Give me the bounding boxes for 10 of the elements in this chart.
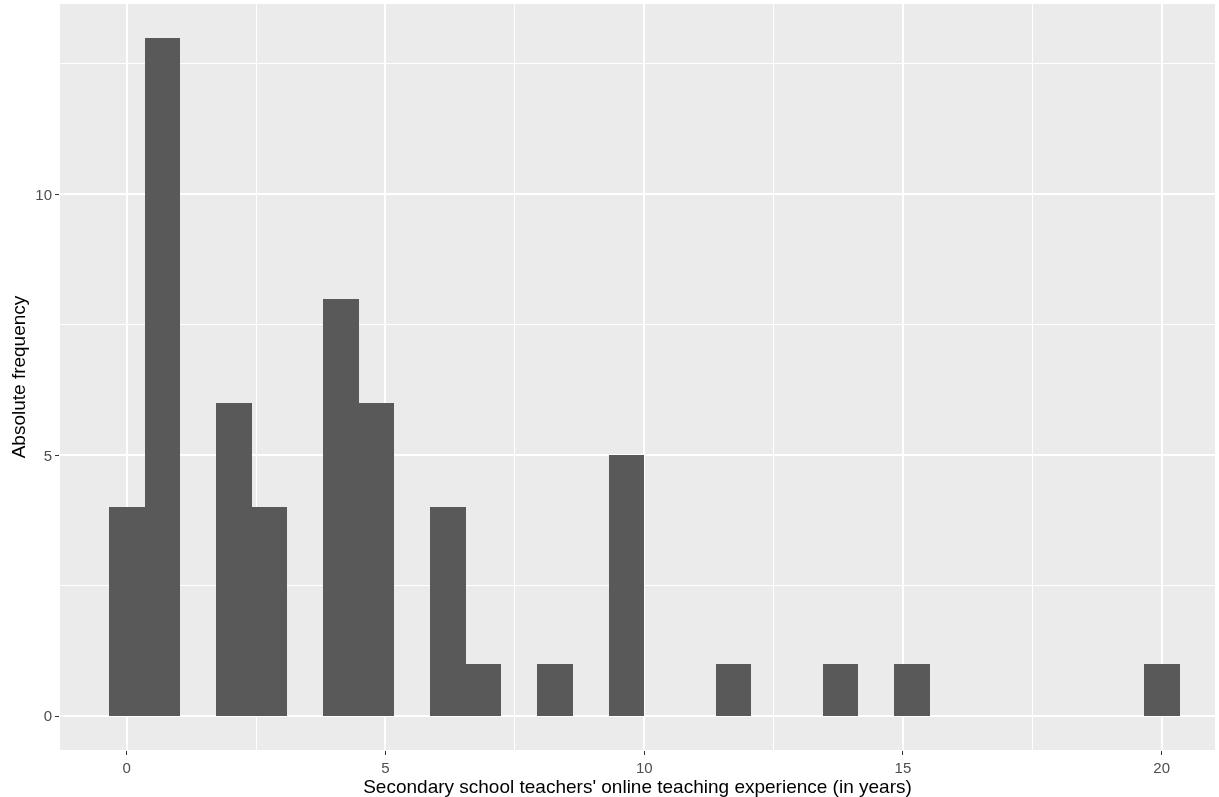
x-tick-label: 10 bbox=[635, 759, 653, 776]
x-tick-label: 0 bbox=[122, 759, 131, 776]
y-tick-label: 5 bbox=[43, 446, 52, 464]
y-axis-title: Absolute frequency bbox=[8, 295, 30, 459]
x-tick-label: 20 bbox=[1153, 759, 1171, 776]
y-tick-label: 0 bbox=[43, 707, 52, 725]
x-tick-label: 15 bbox=[894, 759, 912, 776]
x-tick-label: 5 bbox=[381, 759, 390, 776]
x-axis-title: Secondary school teachers' online teaching experience (in years) bbox=[363, 776, 912, 797]
y-tick-label: 10 bbox=[35, 185, 52, 203]
